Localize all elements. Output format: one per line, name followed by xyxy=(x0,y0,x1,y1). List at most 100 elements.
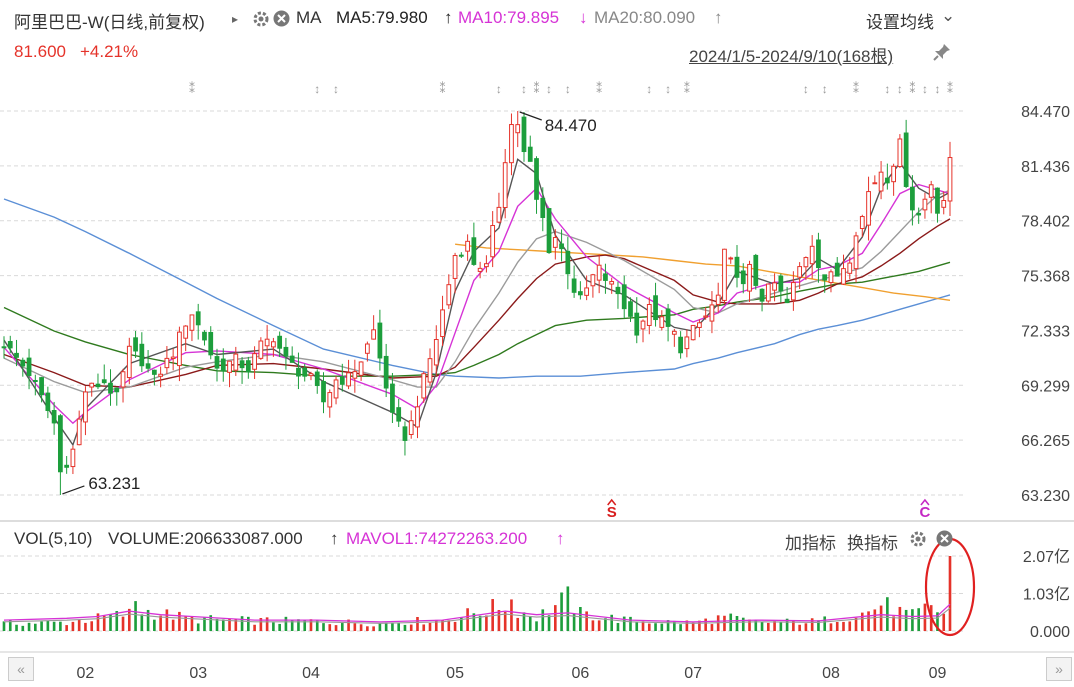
candle-body xyxy=(51,410,57,424)
price-y-tick: 78.402 xyxy=(1021,214,1070,231)
scroll-left-button[interactable]: « xyxy=(8,657,34,681)
candle-body xyxy=(521,116,527,153)
candle-body xyxy=(935,187,940,214)
candle-body xyxy=(139,343,145,367)
candle-body xyxy=(158,373,164,377)
candle-body xyxy=(239,360,245,369)
candle-body xyxy=(565,250,571,275)
candle-body xyxy=(183,325,189,339)
ma-label: MA xyxy=(296,8,322,27)
candle-body xyxy=(214,356,220,369)
candle-body xyxy=(709,304,715,322)
last-price: 81.600 xyxy=(14,42,66,61)
price-y-tick: 81.436 xyxy=(1021,159,1070,176)
candle-body xyxy=(678,336,683,354)
candle-body xyxy=(289,355,295,363)
vol-close-icon[interactable] xyxy=(936,530,953,552)
candle-body xyxy=(396,407,402,422)
candle-body xyxy=(859,216,865,230)
ma5-line xyxy=(3,158,951,447)
candle-body xyxy=(233,353,239,371)
candle-body xyxy=(910,186,915,211)
candle-body xyxy=(177,331,182,367)
candle-body xyxy=(903,132,909,187)
signal-arrow-icon xyxy=(607,498,617,506)
candle-body xyxy=(120,371,126,388)
close-icon[interactable] xyxy=(273,10,290,32)
candle-body xyxy=(540,197,546,218)
candle-body xyxy=(446,284,452,306)
title-menu-arrow[interactable]: ▸ xyxy=(232,12,239,26)
candle-body xyxy=(634,312,640,336)
pin-icon[interactable] xyxy=(932,42,952,67)
candle-body xyxy=(759,288,765,302)
candle-body xyxy=(245,360,251,373)
candle-body xyxy=(916,212,922,216)
event-marker-icon: ↕ xyxy=(314,82,320,96)
candle-body xyxy=(333,379,339,399)
event-marker-icon: ↕ xyxy=(546,82,552,96)
ma20-value: MA20:80.090 xyxy=(594,8,696,27)
x-tick: 06 xyxy=(571,665,589,682)
mavol1-value: MAVOL1:74272263.200 xyxy=(346,529,528,548)
candle-body xyxy=(509,124,514,164)
price-y-tick: 66.265 xyxy=(1021,433,1070,450)
candle-body xyxy=(621,284,627,310)
ma30-line xyxy=(3,218,951,388)
date-range[interactable]: 2024/1/5-2024/9/10(168根) xyxy=(689,47,894,66)
x-tick: 08 xyxy=(822,665,840,682)
gear-icon[interactable] xyxy=(252,10,270,33)
candle-body xyxy=(747,263,752,292)
candle-body xyxy=(427,358,433,383)
switch-indicator-button[interactable]: 换指标 xyxy=(847,534,898,553)
candle-body xyxy=(690,324,696,341)
event-marker-icon: ↕ xyxy=(884,82,890,96)
add-indicator-button[interactable]: 加指标 xyxy=(785,534,836,553)
candle-body xyxy=(358,361,364,376)
event-marker-icon: ⁑ xyxy=(947,81,953,96)
candle-body xyxy=(884,177,890,184)
candle-body xyxy=(484,263,489,268)
ma10-value: MA10:79.895 xyxy=(458,8,560,27)
candle-body xyxy=(847,262,853,274)
candle-body xyxy=(1,346,7,349)
chart-header: 阿里巴巴-W(日线,前复权) ▸ MA MA5:79.980 ↑ MA10:79… xyxy=(0,0,1074,95)
candle-body xyxy=(58,415,63,473)
vol-gear-icon[interactable] xyxy=(909,530,927,553)
candle-body xyxy=(83,391,88,423)
chart-title[interactable]: 阿里巴巴-W(日线,前复权) xyxy=(14,13,205,32)
event-marker-icon: ⁑ xyxy=(909,81,915,96)
event-marker-icon: ↕ xyxy=(565,82,571,96)
candle-body xyxy=(615,286,621,295)
candle-body xyxy=(534,158,539,200)
candle-body xyxy=(277,335,283,349)
event-marker-icon: ↕ xyxy=(922,82,928,96)
candle-body xyxy=(327,392,333,408)
candle-body xyxy=(897,138,903,168)
price-y-tick: 63.230 xyxy=(1021,488,1070,505)
candle-body xyxy=(571,278,577,293)
ma5-up-arrow-icon: ↑ xyxy=(444,8,453,27)
x-tick: 09 xyxy=(929,665,947,682)
candle-body xyxy=(841,268,846,285)
ma10-down-arrow-icon: ↓ xyxy=(579,8,588,27)
x-tick: 03 xyxy=(189,665,207,682)
candle-body xyxy=(64,464,70,468)
candle-body xyxy=(628,301,633,317)
candle-body xyxy=(383,355,389,389)
candle-body xyxy=(271,341,276,348)
candle-body xyxy=(703,315,709,318)
scroll-right-button[interactable]: » xyxy=(1046,657,1072,681)
chevron-down-icon[interactable]: ⌄ xyxy=(941,6,956,25)
price-y-tick: 72.333 xyxy=(1021,323,1070,340)
candle-body xyxy=(496,206,502,223)
candle-body xyxy=(765,283,771,302)
candle-body xyxy=(809,245,815,265)
settings-ma-button[interactable]: 设置均线 xyxy=(866,13,934,32)
candle-body xyxy=(390,383,395,413)
x-tick: 02 xyxy=(77,665,95,682)
candle-body xyxy=(227,360,232,373)
event-marker-icon: ↕ xyxy=(665,82,671,96)
candle-body xyxy=(70,448,76,468)
